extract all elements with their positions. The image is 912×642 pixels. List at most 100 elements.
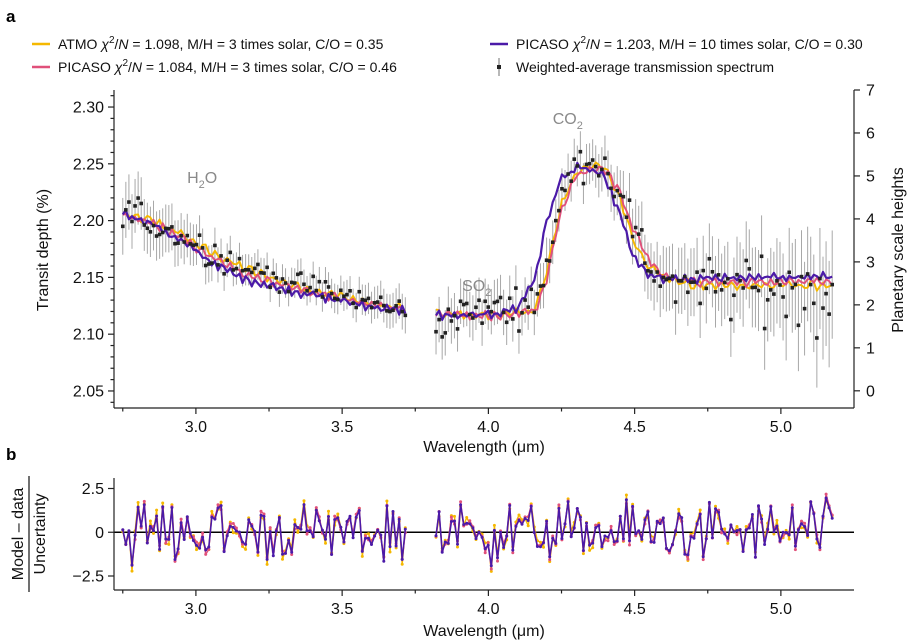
data-point [747,267,752,271]
residual-point-picaso10 [363,536,367,540]
data-point [262,271,266,275]
residual-point-picaso10 [241,540,244,544]
residual-point-picaso10 [231,525,235,529]
data-point [643,261,647,265]
residual-point-picaso10 [784,531,788,534]
b-x-tick-label: 3.5 [331,601,353,618]
residual-point-atmo [542,545,545,549]
residual-point-atmo [588,548,592,552]
residual-point-picaso10 [320,528,324,532]
data-point [729,317,733,322]
data-point [452,313,457,318]
panel-letter-a: a [6,7,16,26]
residual-point-atmo [388,550,392,554]
residual-point-atmo [714,504,717,508]
residual-point-picaso10 [600,545,604,549]
data-point [176,241,180,245]
data-point [759,254,764,259]
data-point [514,286,518,290]
data-point [375,300,380,304]
residual-point-picaso10 [729,523,733,527]
residual-point-picaso10 [680,516,684,520]
data-point [550,240,555,245]
residual-point-picaso10 [167,537,171,541]
data-point [259,271,263,275]
residual-point-picaso10 [262,514,266,518]
residual-point-picaso10 [284,551,287,555]
residual-point-picaso10 [542,541,545,545]
residual-point-picaso3 [612,543,616,546]
data-point [765,298,770,302]
residual-point-picaso10 [253,530,257,533]
data-point [271,271,276,276]
residual-point-picaso10 [569,535,573,539]
residual-point-picaso10 [821,514,825,518]
data-point [474,305,478,310]
residual-point-picaso10 [492,528,496,532]
data-point [821,306,825,310]
residual-point-picaso10 [634,532,638,536]
data-point [584,162,589,167]
residual-point-atmo [130,569,134,573]
residual-point-picaso10 [213,517,217,521]
residual-lines [121,492,834,573]
legend-entry-atmo: ATMO χ2/N = 1.098, M/H = 3 times solar, … [32,35,384,52]
residual-point-picaso10 [806,534,810,537]
data-point [704,286,709,291]
data-point [612,194,616,199]
data-point [578,149,583,154]
residual-point-atmo [336,512,340,516]
residual-point-picaso10 [532,531,536,534]
residual-point-picaso10 [753,555,757,559]
residual-point-atmo [148,519,152,523]
data-point [581,181,586,186]
data-point [805,272,810,276]
residual-point-picaso10 [330,553,334,556]
residual-point-picaso10 [664,546,668,550]
data-point [305,288,309,293]
residual-point-atmo [210,509,214,513]
data-point [646,268,650,273]
residual-point-picaso3 [483,551,487,555]
residual-point-picaso10 [324,537,327,541]
residual-point-picaso10 [720,527,724,531]
b-y-ticks: −2.5 0 2.5 [72,481,114,586]
data-point [768,288,773,292]
residual-point-picaso10 [152,529,155,533]
residual-point-picaso10 [741,550,745,553]
data-point [299,271,303,275]
residual-point-picaso10 [704,537,708,541]
residual-point-picaso3 [308,526,312,530]
residual-point-picaso10 [585,521,588,525]
data-point [345,292,349,297]
data-point [249,270,254,275]
residual-point-picaso3 [548,558,552,562]
residual-point-picaso10 [391,510,395,513]
data-point [716,273,721,277]
residual-point-picaso3 [449,515,453,519]
residual-point-picaso10 [591,541,595,545]
residual-point-picaso10 [327,515,330,518]
data-point [335,297,340,302]
data-point [732,293,736,298]
residual-point-atmo [735,525,739,528]
residual-point-picaso3 [290,553,294,556]
residual-point-picaso10 [148,524,152,528]
data-point [317,279,322,284]
data-point [188,242,193,246]
residual-point-atmo [581,552,585,556]
x-ticks: 3.0 3.5 4.0 4.5 5.0 [122,408,792,436]
residual-point-atmo [155,508,159,512]
data-point [480,321,484,325]
data-point [796,323,801,328]
data-point [753,285,758,290]
data-point [394,304,398,308]
y-tick-label: 2.10 [73,327,104,344]
data-point [296,272,300,277]
residual-point-picaso3 [726,539,730,542]
data-point [686,290,690,295]
residual-point-picaso10 [747,526,751,530]
x-tick-label: 4.5 [624,419,646,436]
residual-point-picaso10 [222,550,226,554]
